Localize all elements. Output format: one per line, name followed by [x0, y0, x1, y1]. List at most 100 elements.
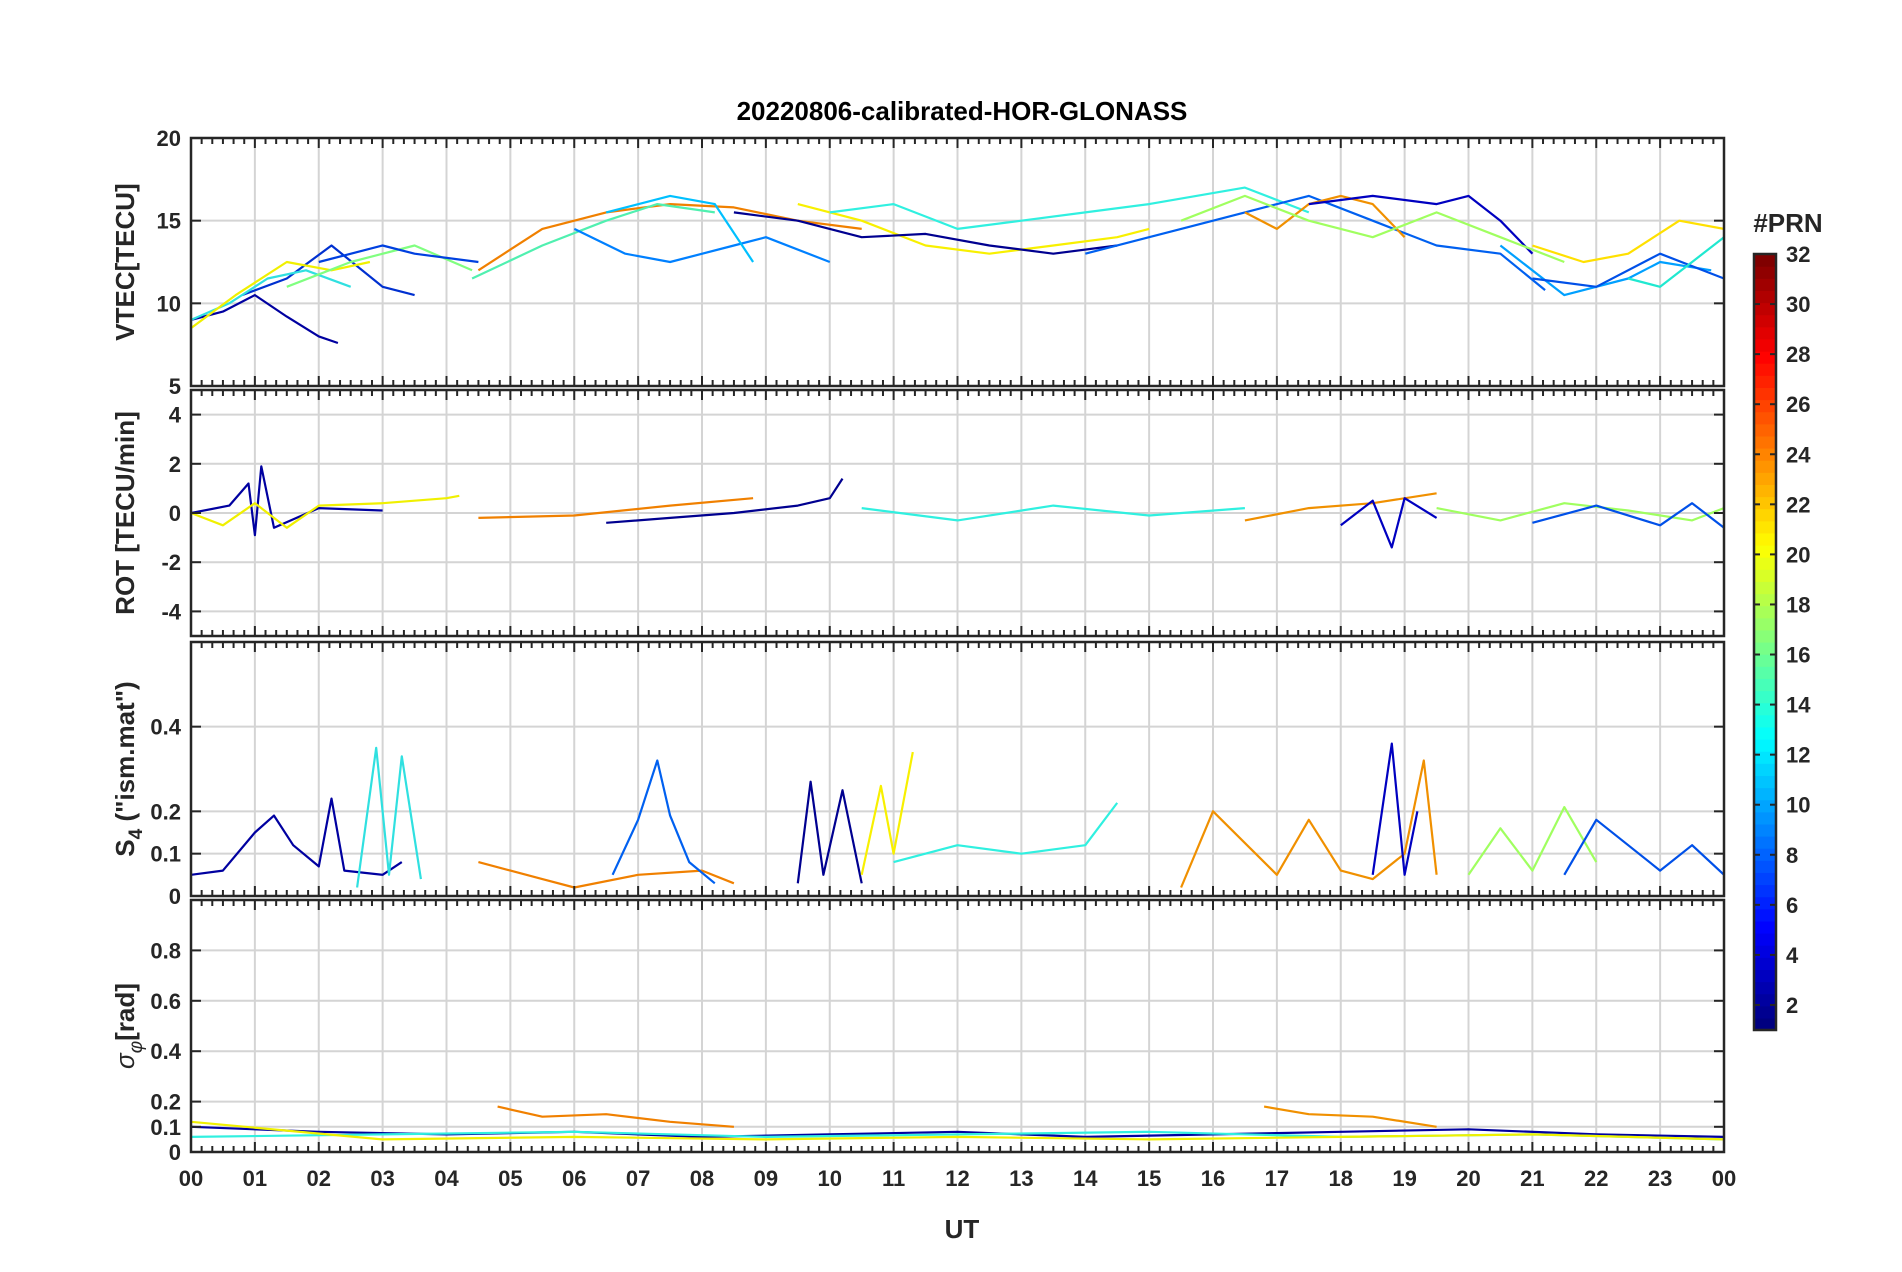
series-line-prn-17 [1180, 194, 1565, 264]
series-line-prn-6 [1532, 252, 1724, 288]
series-line-prn-23 [1263, 1105, 1437, 1128]
colorbar-swatch [1754, 629, 1776, 643]
y-tick-label: 0.6 [150, 989, 181, 1014]
series-line-prn-24 [478, 861, 735, 889]
y-tick-label: 0.8 [150, 938, 181, 963]
colorbar-tick-label: 30 [1786, 292, 1810, 317]
axes-box [189, 136, 1726, 388]
y-tick-label: 0.1 [150, 1115, 181, 1140]
colorbar-swatch [1754, 617, 1776, 631]
panel-vtec: 5 10 15 20 VTEC[TECU] [110, 126, 1726, 399]
colorbar-swatch [1754, 338, 1776, 352]
colorbar-swatch [1754, 314, 1776, 328]
series-line-prn-3 [1308, 194, 1534, 255]
series-line-prn-15 [471, 203, 715, 280]
x-tick-label: 04 [434, 1166, 459, 1191]
colorbar-swatch [1754, 836, 1776, 849]
colorbar-tick-label: 8 [1786, 843, 1798, 868]
series-line-prn-7 [1085, 194, 1546, 291]
series-line-prn-19 [191, 260, 371, 329]
series-line-prn-13 [893, 802, 1119, 864]
colorbar-swatch [1754, 957, 1776, 970]
colorbar-label: #PRN [1753, 208, 1822, 238]
series-line-prn-6 [1563, 818, 1724, 876]
colorbar-swatch [1754, 714, 1776, 728]
colorbar-swatch [1754, 545, 1776, 558]
y-tick-label: 0.1 [150, 842, 181, 867]
x-tick-label: 22 [1584, 1166, 1608, 1191]
series-line-prn-1 [733, 211, 1118, 255]
series-line-prn-20 [797, 203, 1150, 255]
colorbar-swatch [1754, 933, 1776, 946]
series-line-prn-23 [1180, 759, 1438, 888]
axes-box [189, 640, 1726, 898]
x-tick-label: 12 [945, 1166, 969, 1191]
series-line-prn-17 [1467, 805, 1598, 876]
x-tick-label: 00 [179, 1166, 203, 1191]
x-tick-label: 05 [498, 1166, 522, 1191]
panel-s4: 0 0.1 0.2 0.4S4 ("ism.mat") [110, 640, 1726, 909]
colorbar-tick-label: 14 [1786, 693, 1811, 718]
x-tick-label: 13 [1009, 1166, 1033, 1191]
colorbar-swatch [1754, 532, 1776, 546]
colorbar-swatch [1754, 872, 1776, 886]
colorbar-swatch [1754, 363, 1776, 376]
y-axis-label: S4 ("ism.mat") [110, 681, 147, 856]
colorbar-frame [1752, 252, 1778, 1032]
colorbar-swatch [1754, 775, 1776, 789]
colorbar-swatch [1754, 799, 1776, 813]
series-line-prn-1 [796, 780, 863, 884]
colorbar-swatch [1754, 993, 1776, 1007]
colorbar-swatch [1754, 278, 1776, 291]
colorbar-swatch [1754, 945, 1776, 958]
x-axis-label: UT [945, 1214, 980, 1244]
colorbar-swatch [1754, 423, 1776, 437]
colorbar-swatch [1754, 751, 1776, 764]
series-line-prn-19 [191, 494, 460, 529]
colorbar-swatch [1754, 508, 1776, 522]
series-line-prn-20 [860, 751, 914, 876]
colorbar-swatch [1754, 484, 1776, 498]
y-tick-label: 2 [169, 452, 181, 477]
colorbar-swatch [1754, 411, 1776, 425]
series-group [191, 742, 1724, 889]
x-tick-label: 09 [754, 1166, 778, 1191]
y-tick-label: 0 [169, 884, 181, 909]
x-tick-label: 17 [1265, 1166, 1289, 1191]
x-tick-label: 21 [1520, 1166, 1544, 1191]
x-tick-label: 02 [307, 1166, 331, 1191]
panel-rot: -4 -2 0 2 4 ROT [TECU/min] [110, 388, 1726, 638]
panel-sigma: 00.10.2 0.4 0.6 0.8σφ[rad] [110, 898, 1726, 1165]
x-tick-label: 06 [562, 1166, 586, 1191]
x-tick-label: 20 [1456, 1166, 1480, 1191]
colorbar-swatch [1754, 448, 1776, 461]
colorbar-swatch [1754, 593, 1776, 607]
y-axis-label: VTEC[TECU] [110, 183, 140, 340]
colorbar-swatch [1754, 726, 1776, 740]
series-line-prn-3 [1340, 497, 1438, 549]
colorbar-swatch [1754, 605, 1776, 619]
colorbar-swatch [1754, 375, 1776, 388]
series-line-prn-11 [605, 194, 755, 263]
colorbar-tick-label: 4 [1786, 943, 1799, 968]
y-tick-label: 5 [169, 374, 181, 399]
colorbar-swatch [1754, 690, 1776, 704]
colorbar-swatch [1754, 920, 1776, 934]
colorbar-swatch [1754, 896, 1776, 910]
colorbar-swatch [1754, 399, 1776, 413]
x-tick-label: 03 [370, 1166, 394, 1191]
y-tick-label: 0.4 [150, 715, 181, 740]
colorbar-swatch [1754, 520, 1776, 534]
x-tick-label: 00 [1712, 1166, 1736, 1191]
axes-box [189, 898, 1726, 1154]
series-line-prn-7 [611, 759, 716, 885]
colorbar-tick-label: 12 [1786, 743, 1810, 768]
series-line-prn-12 [356, 746, 422, 888]
series-line-prn-24 [478, 497, 754, 519]
x-tick-label: 19 [1392, 1166, 1416, 1191]
colorbar-swatch [1754, 290, 1776, 304]
colorbar-tick-label: 6 [1786, 893, 1798, 918]
y-tick-label: 20 [157, 126, 181, 151]
